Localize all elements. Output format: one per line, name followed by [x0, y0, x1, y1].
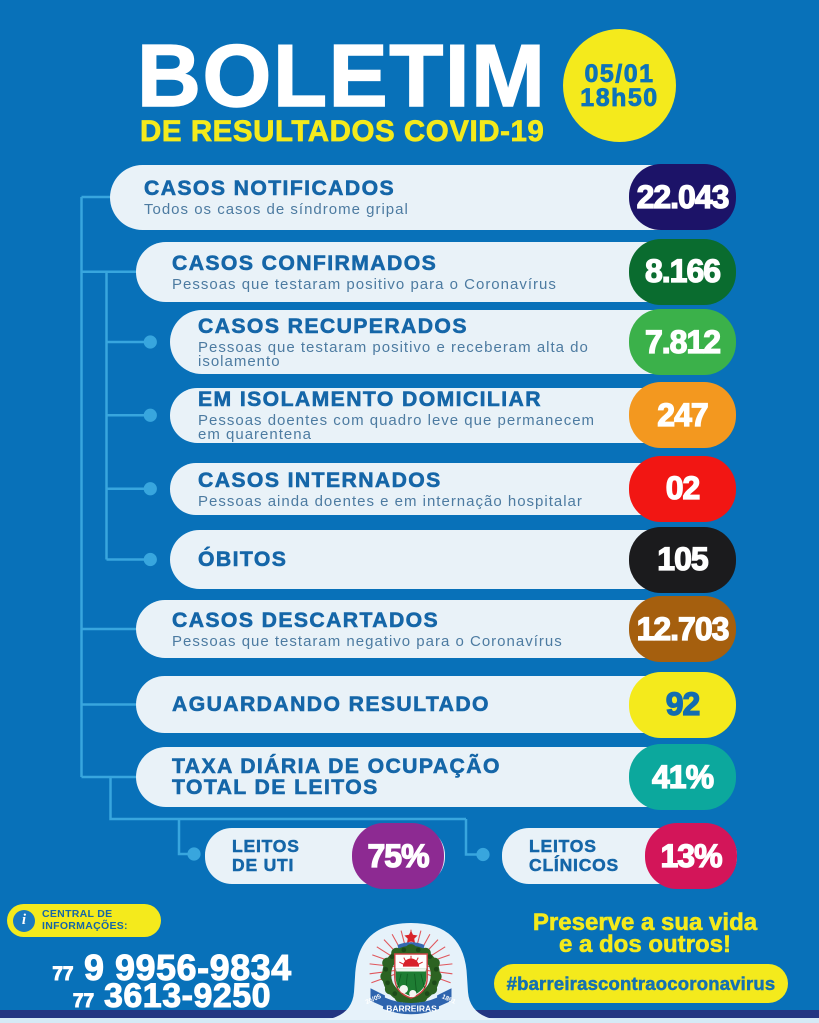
stat-subtitle-isolamento: Pessoas doentes com quadro leve que perm…	[198, 412, 596, 443]
phone-number-1: 77 9 9956-9834	[12, 949, 332, 990]
connector-row6-dot	[143, 552, 157, 567]
crest-city-name: BARREIRAS	[386, 1004, 437, 1014]
stat-row-notificados: CASOS NOTIFICADOS Todos os casos de síndr…	[110, 164, 700, 230]
connector-clinicos-dot	[476, 847, 490, 862]
phone-numbers: 77 9 9956-9834 77 3613-9250	[12, 949, 332, 1015]
stat-title-confirmados: CASOS CONFIRMADOS	[172, 251, 438, 275]
connector-uti-drop	[177, 819, 188, 856]
phone-1-prefix: 77	[52, 964, 74, 986]
stat-row-internados: CASOS INTERNADOS Pessoas ainda doentes e …	[170, 463, 700, 515]
stat-value-internados: 02	[629, 455, 736, 522]
barreiras-crest	[369, 929, 453, 1015]
phone-2-prefix: 77	[72, 991, 95, 1013]
stat-row-aguardando: AGUARDANDO RESULTADO	[136, 676, 700, 733]
preserve-line-1: Preserve a sua vida	[532, 909, 758, 936]
footer-pale-bar	[0, 1018, 819, 1023]
stat-value-descartados: 12.703	[629, 596, 736, 662]
date-value: 05/01	[584, 59, 655, 88]
connector-row4-dot	[143, 408, 157, 422]
hashtag-badge: #barreirascontraocoronavirus	[494, 964, 788, 1003]
stat-value-isolamento: 247	[629, 382, 736, 449]
stat-row-taxa: TAXA DIÁRIA DE OCUPAÇÃO TOTAL DE LEITOS	[136, 747, 700, 807]
phone-1-number: 9 9956-9834	[73, 947, 292, 988]
stat-title-taxa: TAXA DIÁRIA DE OCUPAÇÃO TOTAL DE LEITOS	[172, 755, 501, 799]
page-title: BOLETIM	[136, 25, 547, 125]
phone-number-2: 77 3613-9250	[12, 979, 332, 1015]
time-value: 18h50	[580, 83, 659, 112]
stat-value-recuperados: 7.812	[629, 309, 736, 375]
stat-subtitle-internados: Pessoas ainda doentes e em internação ho…	[198, 492, 583, 510]
stat-subtitle-notificados: Todos os casos de síndrome gripal	[144, 200, 409, 218]
crest-ribbon	[382, 997, 440, 1015]
crest-ribbon-left	[370, 988, 385, 1008]
stat-title-obitos: ÓBITOS	[198, 548, 288, 571]
stat-value-aguardando: 92	[629, 671, 736, 738]
crest-ribbon-right	[437, 988, 452, 1008]
bed-value-clinicos: 13%	[645, 823, 737, 889]
info-center-badge: i CENTRAL DE INFORMAÇÕES:	[7, 904, 161, 937]
stat-title-aguardando: AGUARDANDO RESULTADO	[172, 693, 490, 716]
stat-row-recuperados: CASOS RECUPERADOS Pessoas que testaram po…	[170, 310, 700, 374]
crest-leaf-shadows	[383, 947, 439, 996]
stat-value-confirmados: 8.166	[629, 238, 736, 305]
stat-row-descartados: CASOS DESCARTADOS Pessoas que testaram ne…	[136, 600, 700, 658]
stat-value-obitos: 105	[629, 526, 736, 593]
connector-beds-rail	[109, 777, 466, 821]
bed-value-uti: 75%	[352, 823, 444, 889]
bed-title-uti: LEITOS DE UTI	[232, 836, 300, 875]
stat-value-taxa: 41%	[629, 744, 736, 810]
stat-title-descartados: CASOS DESCARTADOS	[172, 608, 440, 632]
connector-uti-dot	[187, 847, 201, 861]
stat-row-isolamento: EM ISOLAMENTO DOMICILIAR Pessoas doentes …	[170, 388, 700, 443]
stat-row-obitos: ÓBITOS	[170, 530, 700, 589]
connector-clinicos-drop	[464, 819, 477, 856]
stat-subtitle-confirmados: Pessoas que testaram positivo para o Cor…	[172, 275, 557, 293]
connector-row3-dot	[143, 335, 157, 349]
stat-title-isolamento: EM ISOLAMENTO DOMICILIAR	[198, 388, 542, 412]
stat-subtitle-recuperados: Pessoas que testaram positivo e recebera…	[198, 339, 589, 370]
connector-row5-dot	[143, 482, 157, 496]
preserve-line-2: e a dos outros!	[558, 930, 732, 958]
stat-value-notificados: 22.043	[629, 164, 736, 230]
page-subtitle: DE RESULTADOS COVID-19	[140, 115, 545, 148]
stat-title-internados: CASOS INTERNADOS	[198, 468, 442, 492]
preserve-message: Preserve a sua vida e a dos outros!	[480, 909, 810, 958]
stat-row-confirmados: CASOS CONFIRMADOS Pessoas que testaram po…	[136, 242, 700, 302]
stat-title-recuperados: CASOS RECUPERADOS	[198, 315, 468, 338]
info-center-label: CENTRAL DE INFORMAÇÕES:	[42, 908, 128, 932]
bed-title-clinicos: LEITOS CLÍNICOS	[529, 836, 620, 875]
crest-star	[404, 930, 418, 944]
phone-2-number: 3613-9250	[94, 977, 272, 1015]
date-badge: 05/01 18h50	[563, 29, 676, 142]
crest-furrows	[397, 973, 425, 992]
crest-sun-rays	[399, 955, 423, 966]
info-icon: i	[13, 909, 35, 932]
stat-subtitle-descartados: Pessoas que testaram negativo para o Cor…	[172, 632, 563, 650]
hashtag-text: #barreirascontraocoronavirus	[506, 972, 776, 994]
stat-title-notificados: CASOS NOTIFICADOS	[144, 176, 395, 200]
